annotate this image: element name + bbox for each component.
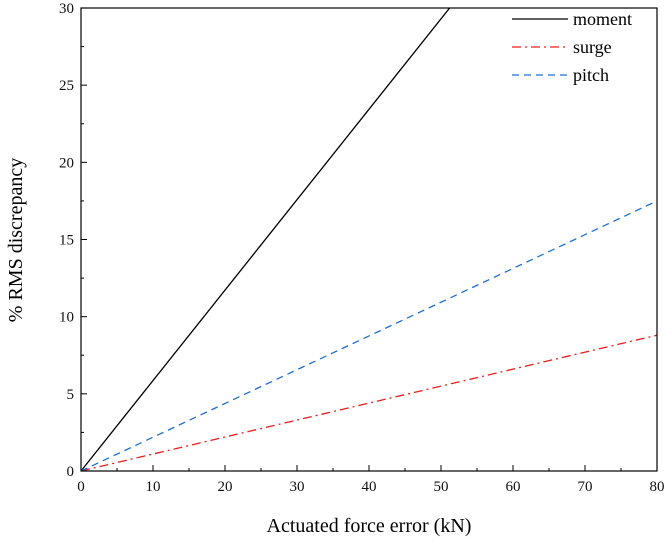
x-tick-label: 10 [146, 479, 161, 495]
legend-label-surge: surge [573, 37, 612, 57]
x-tick-label: 20 [218, 479, 233, 495]
x-tick-label: 0 [77, 479, 85, 495]
series-line-surge [81, 334, 657, 471]
x-axis-title: Actuated force error (kN) [267, 515, 472, 537]
x-tick-label: 80 [650, 479, 665, 495]
y-tick-label: 0 [67, 464, 75, 480]
series-line-pitch [81, 200, 657, 471]
legend-label-moment: moment [573, 9, 632, 29]
x-tick-label: 40 [362, 479, 377, 495]
y-tick-label: 30 [59, 1, 74, 17]
series-line-moment [81, 8, 451, 471]
x-tick-label: 50 [434, 479, 449, 495]
y-tick-label: 5 [67, 387, 75, 403]
y-tick-label: 10 [59, 310, 74, 326]
y-tick-label: 20 [59, 155, 74, 171]
y-tick-label: 15 [59, 233, 74, 249]
y-tick-label: 25 [59, 78, 74, 94]
plot-frame [80, 7, 658, 472]
x-tick-label: 30 [290, 479, 305, 495]
y-axis-title: % RMS discrepancy [5, 158, 27, 322]
x-tick-label: 70 [578, 479, 593, 495]
x-tick-label: 60 [506, 479, 521, 495]
legend-label-pitch: pitch [573, 65, 609, 85]
